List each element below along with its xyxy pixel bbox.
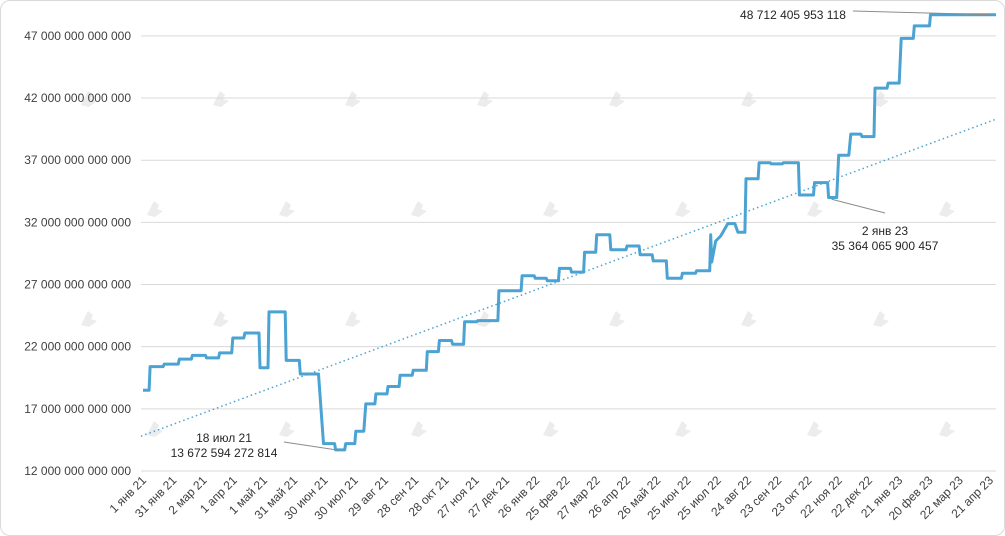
y-tick-label: 37 000 000 000 000	[24, 153, 131, 167]
y-tick-label: 32 000 000 000 000	[24, 215, 131, 229]
watermark-mark	[279, 201, 295, 217]
watermark-mark	[543, 201, 559, 217]
watermark-mark	[279, 421, 295, 437]
watermark-mark	[147, 201, 163, 217]
trend-line	[140, 118, 997, 437]
watermark-mark	[873, 311, 889, 327]
annotation-date: 2 янв 23	[862, 224, 909, 238]
y-tick-label: 22 000 000 000 000	[24, 340, 131, 354]
annotation-value: 35 364 065 900 457	[832, 239, 939, 253]
watermark-mark	[213, 311, 229, 327]
watermark-mark	[939, 421, 955, 437]
watermark-mark	[411, 421, 427, 437]
watermark-mark	[81, 91, 97, 107]
watermark-mark	[609, 311, 625, 327]
watermark-mark	[675, 421, 691, 437]
annotation-leader	[283, 441, 339, 451]
trend-layer	[140, 118, 997, 437]
watermark-layer	[81, 91, 955, 437]
series-line	[143, 13, 996, 452]
y-tick-label: 27 000 000 000 000	[24, 278, 131, 292]
series-layer	[143, 13, 996, 452]
annotation-date: 18 июл 21	[196, 431, 252, 445]
watermark-mark	[81, 311, 97, 327]
watermark-mark	[807, 201, 823, 217]
annotation-value: 48 712 405 953 118	[740, 8, 846, 22]
y-tick-label: 17 000 000 000 000	[24, 402, 131, 416]
annotation-leader	[852, 10, 990, 16]
gridlines	[141, 35, 996, 472]
y-tick-label: 42 000 000 000 000	[24, 91, 131, 105]
watermark-mark	[345, 311, 361, 327]
watermark-mark	[543, 421, 559, 437]
watermark-mark	[213, 91, 229, 107]
annotation: 48 712 405 953 118	[740, 8, 990, 22]
watermark-mark	[741, 311, 757, 327]
watermark-mark	[807, 421, 823, 437]
watermark-mark	[675, 201, 691, 217]
watermark-mark	[939, 201, 955, 217]
watermark-mark	[345, 91, 361, 107]
watermark-mark	[477, 311, 493, 327]
watermark-mark	[477, 91, 493, 107]
watermark-mark	[609, 91, 625, 107]
watermark-mark	[147, 421, 163, 437]
watermark-mark	[741, 91, 757, 107]
watermark-mark	[873, 91, 889, 107]
watermark-mark	[411, 201, 427, 217]
annotation-leader	[831, 198, 886, 214]
annotation-value: 13 672 594 272 814	[171, 446, 278, 460]
y-tick-label: 47 000 000 000 000	[24, 29, 131, 43]
y-tick-label: 12 000 000 000 000	[24, 464, 131, 478]
y-axis-ticks: 12 000 000 000 000 17 000 000 000 000 22 0…	[24, 29, 131, 478]
